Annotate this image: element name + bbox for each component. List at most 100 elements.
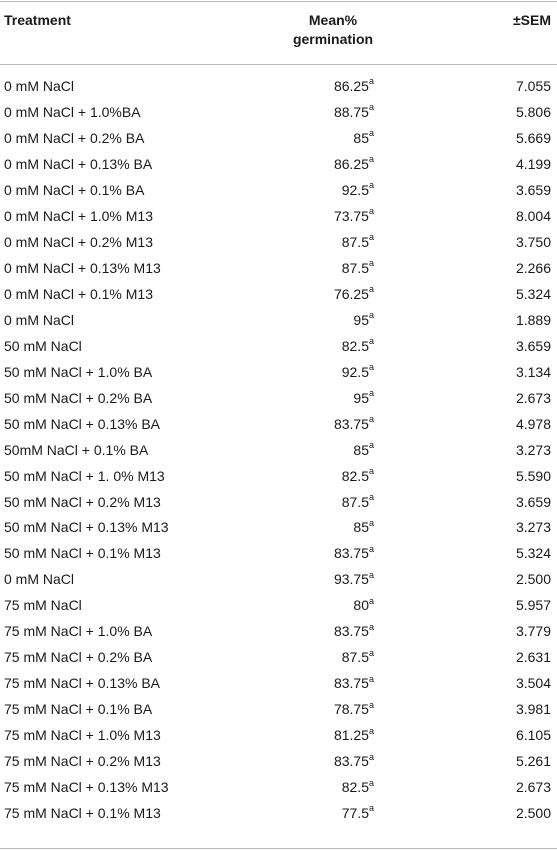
- table-row: 0 mM NaCl 93.75a 2.500: [0, 569, 557, 595]
- cell-treatment: 50 mM NaCl + 0.13% BA: [4, 415, 161, 432]
- significance-letter: a: [368, 180, 374, 191]
- cell-treatment: 0 mM NaCl + 0.2% BA: [4, 129, 145, 146]
- significance-letter: a: [368, 725, 374, 736]
- table-row: 0 mM NaCl + 0.1% BA 92.5a 3.659: [0, 180, 557, 206]
- significance-letter: a: [368, 154, 374, 165]
- significance-letter: a: [368, 336, 374, 347]
- mean-value: 80: [353, 597, 369, 614]
- table-row: 75 mM NaCl 80a 5.957: [0, 595, 557, 621]
- significance-letter: a: [368, 310, 374, 321]
- cell-mean-germination: 83.75a: [334, 751, 374, 771]
- cell-mean-germination: 95a: [353, 310, 374, 330]
- cell-mean-germination: 77.5a: [342, 803, 374, 823]
- mean-value: 95: [353, 389, 369, 406]
- mean-value: 83.75: [333, 623, 369, 640]
- cell-sem: 3.273: [515, 519, 551, 536]
- table-row: 50mM NaCl + 0.1% BA 85a 3.273: [0, 440, 557, 466]
- cell-treatment: 75 mM NaCl + 1.0% M13: [4, 727, 161, 744]
- significance-letter: a: [368, 751, 374, 762]
- cell-mean-germination: 85a: [353, 440, 374, 460]
- cell-sem: 7.055: [515, 78, 551, 94]
- significance-letter: a: [368, 465, 374, 476]
- cell-treatment: 75 mM NaCl + 0.13% BA: [4, 675, 161, 692]
- significance-letter: a: [368, 76, 374, 87]
- cell-sem: 3.504: [515, 675, 551, 692]
- cell-treatment: 0 mM NaCl + 0.2% M13: [4, 233, 153, 250]
- significance-letter: a: [368, 621, 374, 632]
- cell-treatment: 50 mM NaCl + 1. 0% M13: [4, 467, 165, 484]
- mean-value: 87.5: [341, 259, 369, 276]
- cell-sem: 5.957: [515, 597, 551, 614]
- table-body: 0 mM NaCl 86.25a 7.055 0 mM NaCl + 1.0%BA 88…: [0, 76, 557, 829]
- cell-mean-germination: 83.75a: [334, 414, 374, 434]
- mean-value: 86.25: [333, 155, 369, 172]
- mean-value: 87.5: [341, 649, 369, 666]
- table-row: 0 mM NaCl + 0.1% M13 76.25a 5.324: [0, 284, 557, 310]
- significance-letter: a: [368, 284, 374, 295]
- cell-treatment: 0 mM NaCl + 1.0% M13: [4, 207, 153, 224]
- cell-mean-germination: 81.25a: [334, 725, 374, 745]
- mean-value: 86.25: [333, 78, 369, 94]
- cell-sem: 5.806: [515, 103, 551, 120]
- table-row: 0 mM NaCl + 0.13% M13 87.5a 2.266: [0, 258, 557, 284]
- header-treatment: Treatment: [4, 12, 71, 28]
- cell-sem: 1.889: [515, 311, 551, 328]
- table-row: 75 mM NaCl + 0.2% BA 87.5a 2.631: [0, 647, 557, 673]
- cell-sem: 5.261: [515, 753, 551, 770]
- significance-letter: a: [368, 647, 374, 658]
- cell-mean-germination: 87.5a: [342, 647, 374, 667]
- significance-letter: a: [368, 413, 374, 424]
- cell-sem: 3.134: [515, 363, 551, 380]
- cell-treatment: 0 mM NaCl + 0.13% BA: [4, 155, 153, 172]
- table-row: 75 mM NaCl + 1.0% BA 83.75a 3.779: [0, 621, 557, 647]
- cell-sem: 3.779: [515, 623, 551, 640]
- cell-sem: 3.659: [515, 337, 551, 354]
- cell-mean-germination: 85a: [353, 128, 374, 148]
- cell-sem: 3.273: [515, 441, 551, 458]
- mean-value: 83.75: [333, 675, 369, 692]
- cell-sem: 4.199: [515, 155, 551, 172]
- cell-mean-germination: 73.75a: [334, 206, 374, 226]
- cell-treatment: 50 mM NaCl + 0.13% M13: [4, 519, 169, 536]
- cell-treatment: 0 mM NaCl + 0.1% M13: [4, 285, 153, 302]
- header-mean-line1: Mean%: [308, 12, 358, 28]
- header-mean-germination: Mean% germination: [273, 11, 393, 49]
- header-mean-line2: germination: [292, 31, 374, 47]
- cell-sem: 5.324: [515, 545, 551, 562]
- table-bottom-rule: [0, 848, 557, 849]
- significance-letter: a: [368, 543, 374, 554]
- cell-mean-germination: 82.5a: [342, 777, 374, 797]
- cell-sem: 2.673: [515, 389, 551, 406]
- cell-mean-germination: 83.75a: [334, 621, 374, 641]
- cell-mean-germination: 95a: [353, 388, 374, 408]
- significance-letter: a: [368, 362, 374, 372]
- cell-treatment: 0 mM NaCl: [4, 78, 75, 94]
- mean-value: 85: [353, 441, 369, 458]
- cell-treatment: 75 mM NaCl + 1.0% BA: [4, 623, 153, 640]
- significance-letter: a: [368, 258, 374, 269]
- mean-value: 88.75: [333, 103, 369, 120]
- cell-mean-germination: 78.75a: [334, 699, 374, 719]
- cell-treatment: 75 mM NaCl + 0.2% BA: [4, 649, 153, 666]
- cell-mean-germination: 87.5a: [342, 258, 374, 278]
- cell-sem: 2.500: [515, 805, 551, 822]
- cell-treatment: 0 mM NaCl + 1.0%BA: [4, 103, 141, 120]
- cell-treatment: 50 mM NaCl: [4, 337, 82, 354]
- cell-mean-germination: 92.5a: [342, 362, 374, 382]
- cell-treatment: 50 mM NaCl + 0.2% BA: [4, 389, 153, 406]
- cell-mean-germination: 87.5a: [342, 232, 374, 252]
- mean-value: 76.25: [333, 285, 369, 302]
- table-top-rule: [0, 1, 557, 2]
- cell-treatment: 75 mM NaCl: [4, 597, 82, 614]
- table-row: 50 mM NaCl + 0.1% M13 83.75a 5.324: [0, 543, 557, 569]
- cell-treatment: 50 mM NaCl + 0.1% M13: [4, 545, 161, 562]
- cell-sem: 5.669: [515, 129, 551, 146]
- significance-letter: a: [368, 232, 374, 243]
- mean-value: 83.75: [333, 415, 369, 432]
- table-row: 75 mM NaCl + 0.13% M13 82.5a 2.673: [0, 777, 557, 803]
- significance-letter: a: [368, 439, 374, 450]
- header-sem: ±SEM: [512, 12, 551, 28]
- significance-letter: a: [368, 673, 374, 684]
- mean-value: 82.5: [341, 779, 369, 796]
- table-header: Treatment Mean% germination ±SEM: [0, 0, 557, 64]
